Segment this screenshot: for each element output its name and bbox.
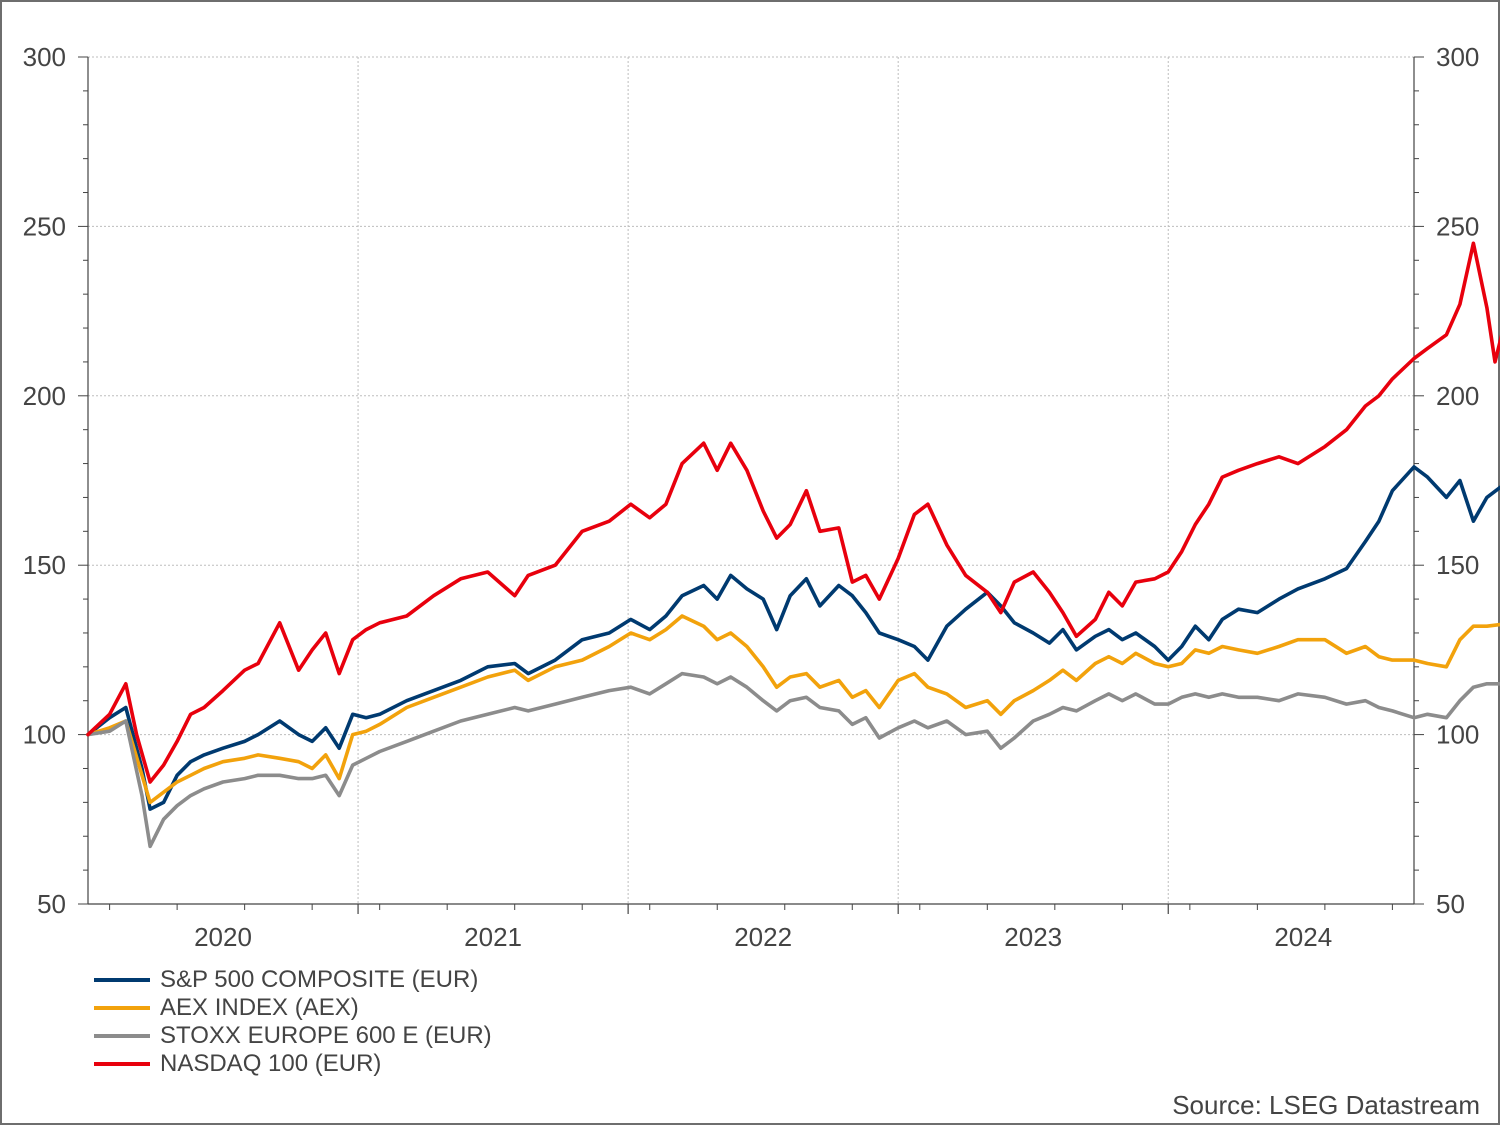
- legend-swatch-aex: [94, 1006, 150, 1010]
- legend-label-stoxx600: STOXX EUROPE 600 E (EUR): [160, 1022, 492, 1049]
- y-tick-label-left: 150: [23, 550, 66, 580]
- x-tick-label: 2022: [734, 922, 792, 952]
- series-line-1: [86, 614, 1500, 805]
- series-line-3: [86, 241, 1500, 784]
- x-tick-label: 2021: [464, 922, 522, 952]
- legend-label-nasdaq100: NASDAQ 100 (EUR): [160, 1050, 382, 1077]
- legend-swatch-nasdaq100: [94, 1062, 150, 1066]
- series-line-2: [86, 671, 1500, 849]
- y-tick-label-right: 100: [1436, 720, 1479, 750]
- legend-swatch-stoxx600: [94, 1034, 150, 1038]
- legend-swatch-sp500: [94, 978, 150, 982]
- y-tick-label-right: 250: [1436, 211, 1479, 241]
- y-tick-label-left: 250: [23, 211, 66, 241]
- series-line-0: [86, 465, 1500, 811]
- y-tick-label-left: 50: [37, 889, 66, 919]
- y-tick-label-left: 100: [23, 720, 66, 750]
- y-tick-label-right: 150: [1436, 550, 1479, 580]
- y-tick-label-right: 200: [1436, 381, 1479, 411]
- source-note: Source: LSEG Datastream: [1172, 1090, 1480, 1120]
- x-tick-label: 2024: [1274, 922, 1332, 952]
- x-tick-label: 2020: [194, 922, 252, 952]
- legend-label-sp500: S&P 500 COMPOSITE (EUR): [160, 966, 479, 993]
- y-tick-label-right: 300: [1436, 42, 1479, 72]
- y-tick-label-left: 300: [23, 42, 66, 72]
- y-tick-label-left: 200: [23, 381, 66, 411]
- x-tick-label: 2023: [1004, 922, 1062, 952]
- legend-label-aex: AEX INDEX (AEX): [160, 994, 359, 1021]
- y-tick-label-right: 50: [1436, 889, 1465, 919]
